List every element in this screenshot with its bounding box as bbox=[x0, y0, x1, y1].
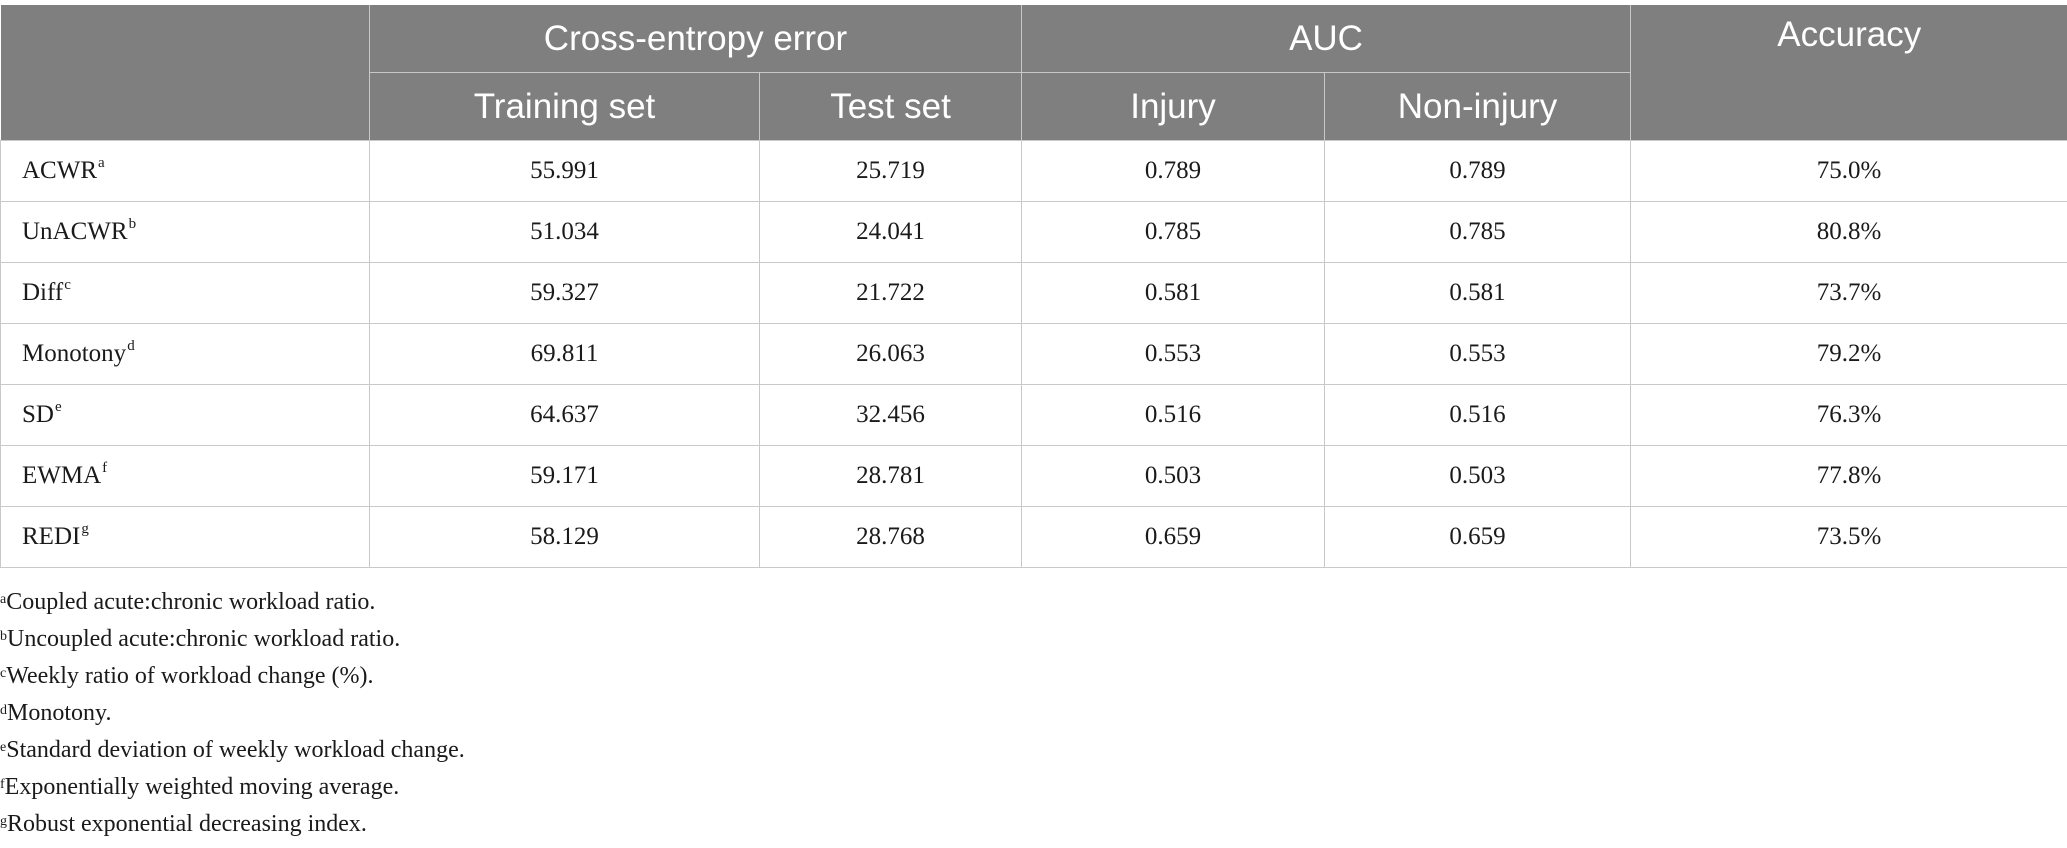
footnote: aCoupled acute:chronic workload ratio. bbox=[0, 584, 465, 621]
cell-training: 58.129 bbox=[369, 506, 760, 568]
row-label-text: SD bbox=[22, 401, 54, 428]
table-row: EWMAf 59.171 28.781 0.503 0.503 77.8% bbox=[0, 445, 2067, 507]
results-table-container: Cross-entropy error AUC Accuracy Trainin… bbox=[0, 5, 2067, 568]
row-label-text: Diff bbox=[22, 279, 64, 306]
cell-accuracy: 75.0% bbox=[1630, 140, 2067, 202]
cell-injury: 0.785 bbox=[1021, 201, 1325, 263]
table-row: UnACWRb 51.034 24.041 0.785 0.785 80.8% bbox=[0, 201, 2067, 263]
header-non-injury: Non-injury bbox=[1324, 72, 1631, 141]
header-row-groups: Cross-entropy error AUC Accuracy bbox=[0, 5, 2067, 141]
cell-training: 59.327 bbox=[369, 262, 760, 324]
cell-test: 24.041 bbox=[758, 201, 1022, 263]
cell-accuracy: 73.5% bbox=[1630, 506, 2067, 568]
footnote-text: Coupled acute:chronic workload ratio. bbox=[6, 589, 376, 615]
cell-non-injury: 0.553 bbox=[1324, 323, 1631, 385]
table-header: Cross-entropy error AUC Accuracy Trainin… bbox=[0, 5, 2067, 141]
footnote-marker: c bbox=[64, 277, 71, 293]
row-label-text: EWMA bbox=[22, 462, 102, 489]
cell-non-injury: 0.503 bbox=[1324, 445, 1631, 507]
row-label: REDIg bbox=[0, 506, 370, 568]
header-row-subgroups: Training set Test set Injury Non-injury bbox=[1, 72, 2067, 141]
footnote: fExponentially weighted moving average. bbox=[0, 769, 465, 806]
row-label-text: UnACWR bbox=[22, 218, 128, 245]
table-row: Monotonyd 69.811 26.063 0.553 0.553 79.2% bbox=[0, 323, 2067, 385]
row-label: Monotonyd bbox=[0, 323, 370, 385]
row-label: SDe bbox=[0, 384, 370, 446]
row-label: ACWRa bbox=[0, 140, 370, 202]
cell-test: 32.456 bbox=[758, 384, 1022, 446]
footnote-mark: e bbox=[0, 740, 7, 755]
row-label: UnACWRb bbox=[0, 201, 370, 263]
header-auc: AUC bbox=[1021, 5, 1631, 73]
cell-accuracy: 79.2% bbox=[1630, 323, 2067, 385]
footnote-mark: b bbox=[0, 629, 7, 644]
cell-injury: 0.503 bbox=[1021, 445, 1325, 507]
footnote-marker: a bbox=[98, 155, 105, 171]
header-training-set: Training set bbox=[369, 72, 760, 141]
footnotes: aCoupled acute:chronic workload ratio. bU… bbox=[0, 584, 465, 843]
footnote-marker: d bbox=[127, 338, 135, 354]
header-test-set: Test set bbox=[758, 72, 1022, 141]
cell-training: 59.171 bbox=[369, 445, 760, 507]
cell-injury: 0.516 bbox=[1021, 384, 1325, 446]
footnote-mark: d bbox=[0, 703, 7, 718]
footnote-text: Weekly ratio of workload change (%). bbox=[6, 663, 374, 689]
table-row: REDIg 58.129 28.768 0.659 0.659 73.5% bbox=[0, 506, 2067, 568]
footnote-marker: f bbox=[102, 460, 108, 476]
footnote-mark: g bbox=[0, 814, 7, 829]
footnote-marker: b bbox=[128, 216, 137, 232]
cell-training: 55.991 bbox=[369, 140, 760, 202]
footnote: dMonotony. bbox=[0, 695, 465, 732]
table-row: SDe 64.637 32.456 0.516 0.516 76.3% bbox=[0, 384, 2067, 446]
header-empty-corner bbox=[0, 5, 370, 141]
cell-accuracy: 76.3% bbox=[1630, 384, 2067, 446]
header-injury: Injury bbox=[1021, 72, 1325, 141]
row-label-text: Monotony bbox=[22, 340, 127, 367]
header-accuracy: Accuracy bbox=[1630, 5, 2067, 141]
row-label-text: ACWR bbox=[22, 157, 97, 184]
cell-training: 51.034 bbox=[369, 201, 760, 263]
results-table: Cross-entropy error AUC Accuracy Trainin… bbox=[0, 5, 2067, 568]
cell-test: 28.768 bbox=[758, 506, 1022, 568]
footnote-mark: c bbox=[0, 666, 7, 681]
cell-non-injury: 0.785 bbox=[1324, 201, 1631, 263]
footnote-mark: f bbox=[0, 777, 5, 792]
cell-training: 69.811 bbox=[369, 323, 760, 385]
cell-test: 25.719 bbox=[758, 140, 1022, 202]
footnote-marker: g bbox=[81, 521, 89, 537]
cell-accuracy: 73.7% bbox=[1630, 262, 2067, 324]
table-body: ACWRa 55.991 25.719 0.789 0.789 75.0% UnACWRb 5… bbox=[0, 140, 2067, 568]
footnote-text: Robust exponential decreasing index. bbox=[7, 811, 367, 837]
table-row: Diffc 59.327 21.722 0.581 0.581 73.7% bbox=[0, 262, 2067, 324]
cell-accuracy: 77.8% bbox=[1630, 445, 2067, 507]
header-cross-entropy: Cross-entropy error bbox=[368, 5, 1022, 73]
footnote-text: Standard deviation of weekly workload ch… bbox=[6, 737, 465, 763]
footnote-text: Uncoupled acute:chronic workload ratio. bbox=[7, 626, 401, 652]
footnote-marker: e bbox=[54, 399, 62, 415]
row-label: EWMAf bbox=[0, 445, 370, 507]
cell-test: 21.722 bbox=[758, 262, 1022, 324]
cell-non-injury: 0.789 bbox=[1324, 140, 1631, 202]
cell-training: 64.637 bbox=[369, 384, 760, 446]
cell-injury: 0.553 bbox=[1021, 323, 1325, 385]
row-label-text: REDI bbox=[22, 523, 81, 550]
cell-test: 28.781 bbox=[758, 445, 1022, 507]
cell-non-injury: 0.516 bbox=[1324, 384, 1631, 446]
cell-non-injury: 0.659 bbox=[1324, 506, 1631, 568]
cell-injury: 0.659 bbox=[1021, 506, 1325, 568]
footnote-text: Monotony. bbox=[7, 700, 112, 726]
table-row: ACWRa 55.991 25.719 0.789 0.789 75.0% bbox=[0, 140, 2067, 202]
cell-non-injury: 0.581 bbox=[1324, 262, 1631, 324]
footnote: eStandard deviation of weekly workload c… bbox=[0, 732, 465, 769]
cell-accuracy: 80.8% bbox=[1630, 201, 2067, 263]
cell-injury: 0.789 bbox=[1021, 140, 1325, 202]
footnote: cWeekly ratio of workload change (%). bbox=[0, 658, 465, 695]
row-label: Diffc bbox=[0, 262, 370, 324]
footnote-mark: a bbox=[0, 592, 7, 607]
footnote: gRobust exponential decreasing index. bbox=[0, 806, 465, 843]
footnote: bUncoupled acute:chronic workload ratio. bbox=[0, 621, 465, 658]
cell-injury: 0.581 bbox=[1021, 262, 1325, 324]
cell-test: 26.063 bbox=[758, 323, 1022, 385]
footnote-text: Exponentially weighted moving average. bbox=[4, 774, 400, 800]
